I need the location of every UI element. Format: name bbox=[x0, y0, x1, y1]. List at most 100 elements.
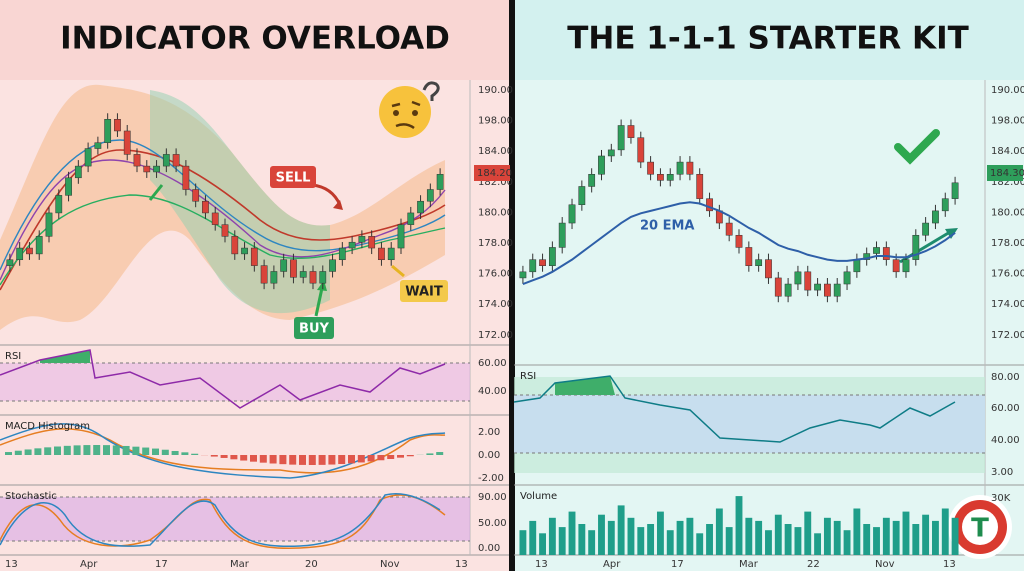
left-title: INDICATOR OVERLOAD bbox=[60, 21, 450, 57]
candle bbox=[65, 177, 72, 196]
annotation-box bbox=[400, 280, 448, 302]
panel-label: 90.00 bbox=[478, 492, 507, 503]
candle bbox=[745, 247, 753, 266]
volume-bar bbox=[529, 520, 537, 555]
price-label: 182.00 bbox=[478, 177, 513, 188]
candle bbox=[706, 198, 713, 212]
candle bbox=[892, 259, 900, 273]
macd-bar bbox=[308, 455, 316, 465]
question-mark bbox=[422, 81, 440, 101]
annotation-box bbox=[270, 166, 316, 188]
macd-bar bbox=[83, 445, 91, 455]
volume-bar bbox=[725, 527, 733, 555]
candle bbox=[16, 247, 24, 261]
candle bbox=[397, 224, 405, 249]
x-label: Apr bbox=[80, 559, 98, 570]
candle bbox=[348, 241, 356, 249]
macd-bar bbox=[93, 445, 101, 455]
candle bbox=[290, 259, 297, 278]
volume-bar bbox=[804, 511, 812, 555]
volume-bar bbox=[519, 530, 527, 555]
macd-bar bbox=[406, 455, 414, 457]
macd-bar bbox=[24, 449, 32, 455]
candle bbox=[696, 174, 704, 199]
volume-bar bbox=[578, 524, 586, 555]
candle bbox=[436, 174, 444, 190]
candle bbox=[824, 283, 831, 297]
right-title: THE 1-1-1 STARTER KIT bbox=[567, 21, 969, 57]
price-tag-text: 184.20 bbox=[477, 168, 512, 179]
right-bg bbox=[514, 0, 1024, 571]
candle bbox=[329, 259, 336, 272]
candle bbox=[133, 154, 141, 167]
candle bbox=[902, 259, 910, 273]
candle bbox=[539, 259, 546, 266]
candle bbox=[241, 247, 248, 255]
panel-name: RSI bbox=[520, 371, 536, 382]
volume-bar bbox=[696, 533, 704, 555]
macd-bar bbox=[132, 446, 140, 455]
price-tag bbox=[474, 165, 510, 181]
ema-label: 20 EMA bbox=[640, 219, 695, 234]
macd-bar bbox=[230, 455, 238, 460]
macd-bar bbox=[377, 455, 385, 461]
ma-line bbox=[0, 139, 446, 271]
candle bbox=[578, 186, 586, 206]
stoch-line bbox=[0, 494, 446, 549]
volume-bar bbox=[932, 520, 939, 555]
macd-bar bbox=[240, 455, 248, 461]
x-label: Nov bbox=[380, 559, 400, 570]
emoji-eye bbox=[393, 110, 399, 116]
rsi-band bbox=[514, 395, 985, 453]
candle bbox=[804, 271, 812, 291]
x-label: 22 bbox=[807, 559, 820, 570]
macd-bar bbox=[54, 446, 61, 455]
logo-inner bbox=[962, 509, 998, 545]
panel-label: 2.00 bbox=[478, 427, 500, 438]
price-label: 176.00 bbox=[991, 269, 1024, 280]
macd-bar bbox=[299, 455, 306, 465]
divider bbox=[509, 0, 515, 571]
macd-bar bbox=[436, 452, 444, 455]
panel-label: 30K bbox=[991, 493, 1011, 504]
x-label: 13 bbox=[455, 559, 468, 570]
candle bbox=[299, 271, 307, 278]
left-title-bg bbox=[0, 0, 510, 80]
candle bbox=[250, 247, 258, 266]
candle bbox=[378, 247, 385, 261]
macd-bar bbox=[44, 447, 52, 455]
volume-bar bbox=[951, 517, 959, 555]
candle bbox=[558, 222, 566, 248]
panel-label: -2.00 bbox=[478, 473, 504, 484]
macd-bar bbox=[250, 455, 257, 462]
volume-bar bbox=[637, 527, 645, 555]
candle bbox=[843, 271, 851, 285]
annotation: SELL bbox=[276, 171, 311, 186]
candle bbox=[922, 222, 930, 236]
panel-label: 50.00 bbox=[478, 518, 507, 529]
candle bbox=[627, 125, 635, 138]
price-label: 172.00 bbox=[478, 330, 513, 341]
panel-label: 60.00 bbox=[478, 358, 507, 369]
volume-bar bbox=[656, 511, 664, 555]
volume-bar bbox=[765, 530, 772, 555]
macd-bar bbox=[171, 450, 179, 455]
volume-bar bbox=[882, 517, 890, 555]
candle bbox=[162, 154, 170, 167]
annotation: BUY bbox=[299, 322, 329, 337]
volume-bar bbox=[794, 527, 802, 555]
price-label: 172.00 bbox=[991, 330, 1024, 341]
candle bbox=[231, 236, 239, 255]
candle bbox=[55, 195, 63, 214]
price-label: 180.00 bbox=[991, 207, 1024, 218]
candle bbox=[407, 212, 415, 225]
candle bbox=[387, 247, 395, 261]
volume-bar bbox=[588, 530, 596, 555]
macd-signal bbox=[0, 423, 446, 479]
emoji-mouth bbox=[395, 123, 415, 130]
volume-bar bbox=[558, 527, 566, 555]
candle bbox=[94, 142, 102, 149]
candle bbox=[153, 165, 160, 173]
volume-bar bbox=[539, 533, 546, 555]
macd-bar bbox=[387, 455, 395, 460]
